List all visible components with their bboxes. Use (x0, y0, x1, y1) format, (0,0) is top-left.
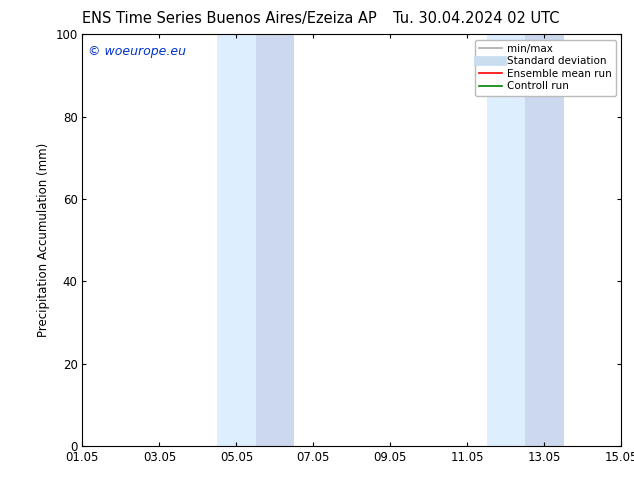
Bar (525, 34, 564, 446)
Text: ENS Time Series Buenos Aires/Ezeiza AP: ENS Time Series Buenos Aires/Ezeiza AP (82, 11, 377, 26)
Legend: min/max, Standard deviation, Ensemble mean run, Controll run: min/max, Standard deviation, Ensemble me… (475, 40, 616, 96)
Y-axis label: Precipitation Accumulation (mm): Precipitation Accumulation (mm) (37, 143, 49, 337)
Text: © woeurope.eu: © woeurope.eu (87, 45, 186, 58)
Text: Tu. 30.04.2024 02 UTC: Tu. 30.04.2024 02 UTC (393, 11, 560, 26)
Bar (256, 34, 294, 446)
Bar (217, 34, 256, 446)
Bar (487, 34, 525, 446)
